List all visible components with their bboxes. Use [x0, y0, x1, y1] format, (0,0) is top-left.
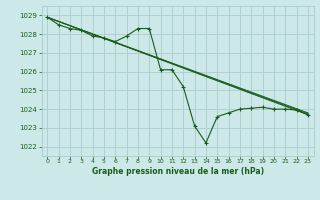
X-axis label: Graphe pression niveau de la mer (hPa): Graphe pression niveau de la mer (hPa) [92, 167, 264, 176]
